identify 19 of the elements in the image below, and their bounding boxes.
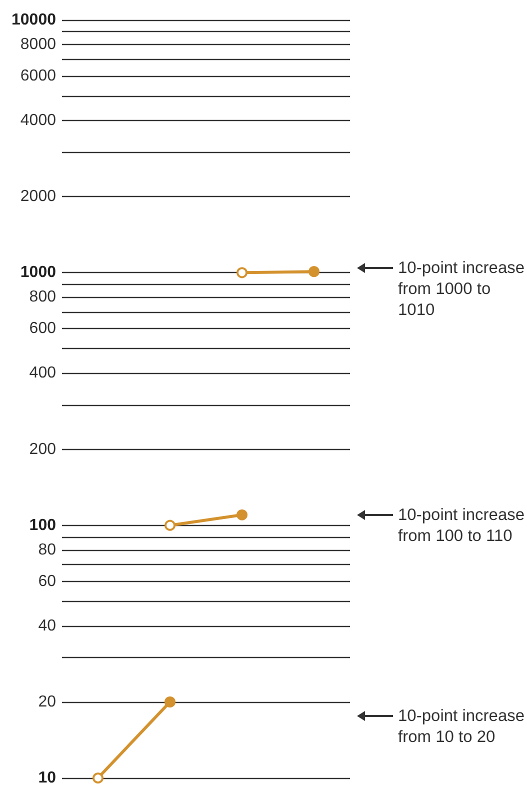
y-tick-label: 200 [29, 440, 56, 458]
y-tick-label: 100 [29, 516, 56, 534]
y-tick-label: 80 [38, 541, 56, 558]
y-tick-label: 10000 [12, 12, 56, 28]
y-tick-label: 4000 [20, 112, 56, 130]
y-tick-label: 20 [38, 693, 56, 710]
text: 10-point increase from 10 to 20 [398, 706, 525, 748]
y-tick-label: 10 [38, 770, 56, 786]
y-tick-label: 600 [29, 320, 56, 338]
y-tick-label: 8000 [20, 36, 56, 53]
text: 10-point increase from 100 to 110 [398, 505, 525, 547]
y-tick-label: 2000 [20, 188, 56, 206]
text: 10-point increase from 1000 to 1010 [398, 258, 525, 321]
y-tick-label: 40 [38, 617, 56, 634]
y-tick-label: 1000 [20, 264, 56, 282]
y-tick-label: 400 [29, 364, 56, 382]
y-tick-label: 6000 [20, 68, 56, 85]
y-tick-label: 800 [29, 288, 56, 306]
y-tick-label: 60 [38, 572, 56, 590]
